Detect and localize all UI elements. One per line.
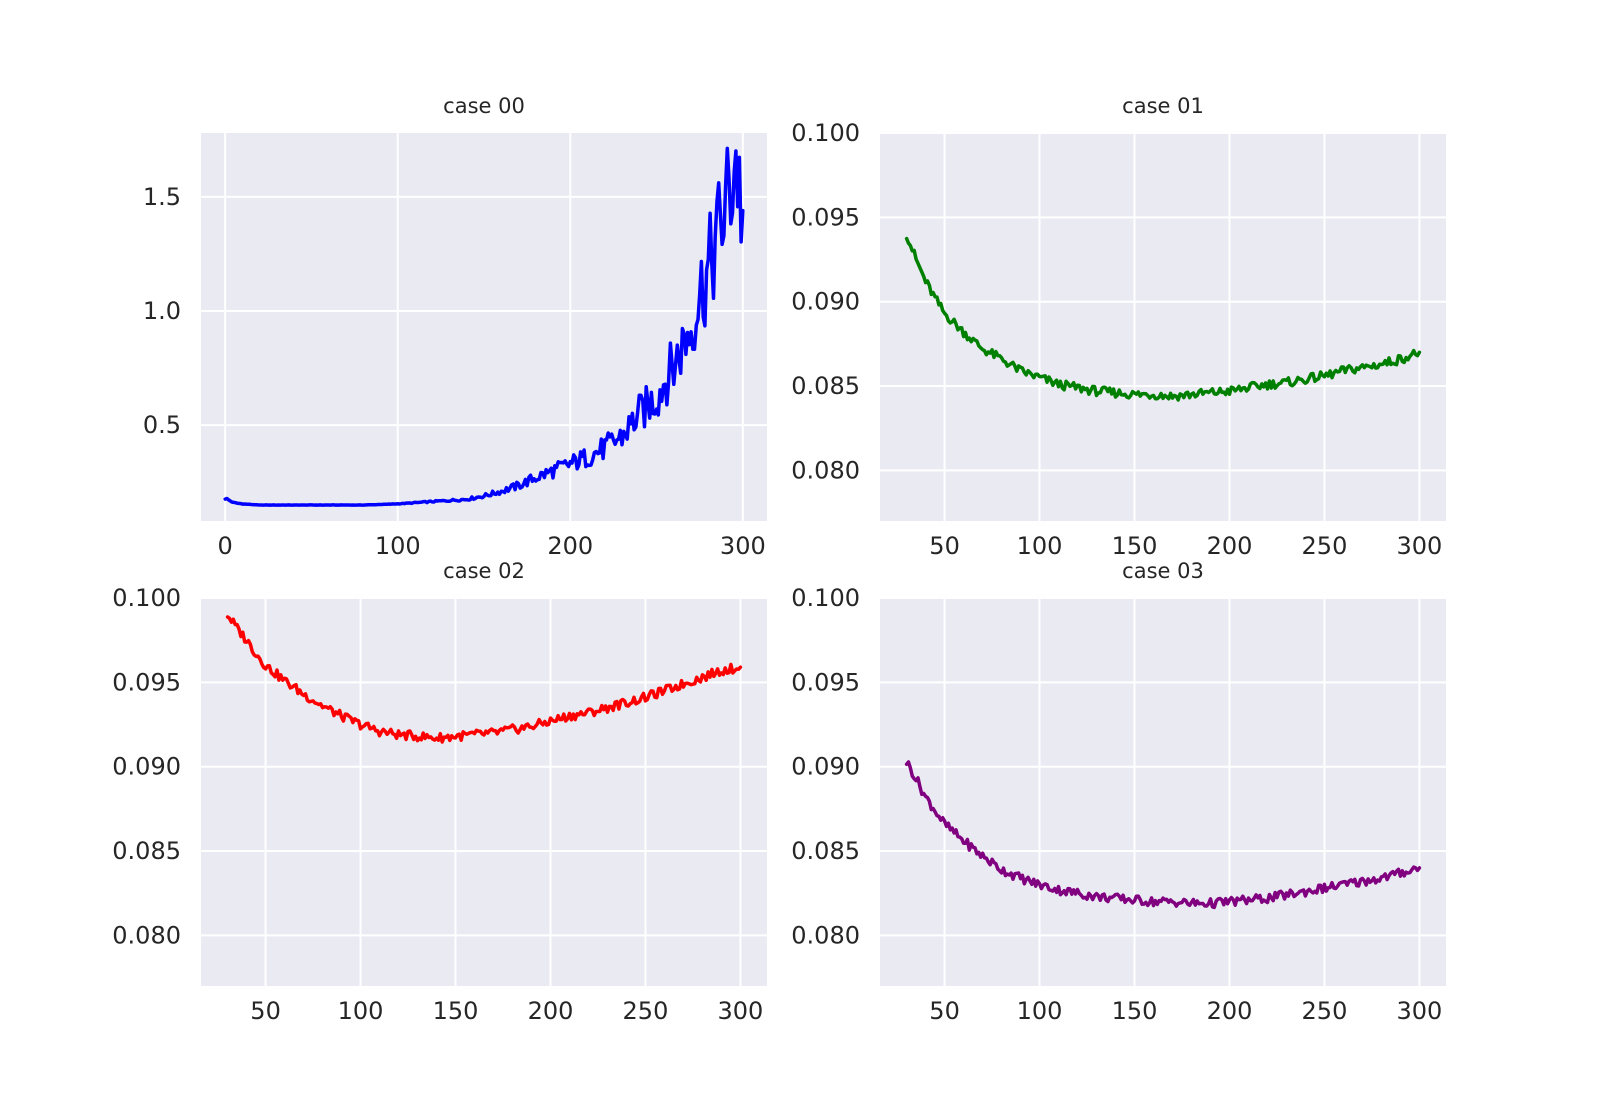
x-tick-label: 100 [338,997,384,1025]
x-tick-label: 150 [1112,532,1158,560]
x-tick-label: 50 [929,532,960,560]
x-tick-label: 250 [623,997,669,1025]
plot-area [201,598,767,986]
y-tick-label: 0.095 [791,203,860,231]
x-tick-label: 150 [1112,997,1158,1025]
series-line-0-0 [223,146,745,507]
x-tick-label: 250 [1302,532,1348,560]
x-tick-label: 200 [547,532,593,560]
panel-0: 0 100 200 300 0.5 1.0 1.5 case 00 [143,94,767,560]
y-tick-label: 0.090 [791,753,860,781]
series-line-3-0 [904,760,1422,910]
x-tick-label: 300 [1397,997,1443,1025]
panel-title: case 02 [443,559,525,583]
y-tick-label: 0.085 [791,837,860,865]
x-tick-label: 150 [433,997,479,1025]
y-tick-label: 0.100 [112,584,181,612]
panel-2: 50 100 150 200 250 300 0.080 0.085 0.090 0.095 0.1… [112,559,767,1025]
x-tick-label: 200 [528,997,574,1025]
x-tick-label: 200 [1207,532,1253,560]
x-tick-label: 200 [1207,997,1253,1025]
panel-title: case 03 [1122,559,1204,583]
x-tick-label: 50 [250,997,281,1025]
panel-title: case 01 [1122,94,1204,118]
y-tick-label: 0.080 [112,921,181,949]
x-tick-label: 100 [1017,532,1063,560]
y-tick-label: 0.095 [791,668,860,696]
panel-title: case 00 [443,94,525,118]
y-tick-label: 0.090 [791,288,860,316]
y-tick-label: 0.5 [143,411,181,439]
y-tick-label: 0.080 [791,921,860,949]
panel-1: 50 100 150 200 250 300 0.080 0.085 0.090 0.095 0.1… [791,94,1446,560]
x-tick-label: 50 [929,997,960,1025]
y-tick-label: 0.100 [791,584,860,612]
plot-area [880,133,1446,521]
y-tick-label: 1.0 [143,297,181,325]
y-tick-label: 0.080 [791,456,860,484]
x-tick-label: 300 [1397,532,1443,560]
x-tick-label: 0 [218,532,233,560]
series-line-2-0 [225,615,743,744]
panel-3: 50 100 150 200 250 300 0.080 0.085 0.090 0.095 0.1… [791,559,1446,1025]
y-tick-label: 0.085 [112,837,181,865]
plot-area [880,598,1446,986]
y-tick-label: 0.100 [791,119,860,147]
x-tick-label: 300 [720,532,766,560]
y-tick-label: 1.5 [143,183,181,211]
y-tick-label: 0.095 [112,668,181,696]
x-tick-label: 100 [1017,997,1063,1025]
x-tick-label: 250 [1302,997,1348,1025]
x-tick-label: 100 [375,532,421,560]
y-tick-label: 0.090 [112,753,181,781]
series-line-1-0 [904,236,1422,402]
y-tick-label: 0.085 [791,372,860,400]
x-tick-label: 300 [718,997,764,1025]
